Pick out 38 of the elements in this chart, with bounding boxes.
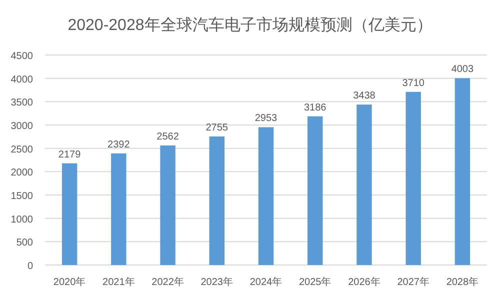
y-tick-label: 3500 [10, 98, 34, 109]
x-tick-label: 2027年 [397, 276, 430, 288]
data-label: 2392 [108, 139, 130, 150]
x-tick-label: 2025年 [298, 276, 332, 288]
y-tick-label: 4000 [10, 74, 34, 86]
data-label: 2755 [206, 122, 228, 134]
data-label: 4003 [451, 64, 474, 76]
bar [258, 127, 274, 265]
data-label: 2562 [156, 131, 180, 142]
bar [62, 163, 78, 265]
bar [111, 153, 126, 265]
x-tick-label: 2026年 [348, 276, 380, 288]
x-tick-label: 2021年 [102, 276, 135, 288]
bar [308, 116, 323, 265]
data-label: 3186 [304, 102, 327, 114]
x-tick-label: 2020年 [53, 276, 86, 288]
y-tick-label: 2500 [10, 144, 34, 156]
y-tick-label: 1000 [10, 214, 34, 226]
bar [160, 145, 176, 265]
chart-title: 2020-2028年全球汽车电子市场规模预测（亿美元） [68, 16, 432, 34]
bar [356, 104, 372, 265]
bar [406, 92, 421, 265]
y-tick-label: 3000 [10, 121, 34, 132]
bar [454, 78, 470, 265]
bar [209, 136, 224, 265]
x-tick-label: 2022年 [152, 276, 184, 288]
y-tick-label: 2000 [10, 168, 34, 179]
data-label: 3438 [353, 90, 376, 102]
y-tick-label: 0 [27, 261, 34, 272]
x-tick-label: 2028年 [446, 276, 479, 288]
x-tick-label: 2023年 [200, 276, 234, 288]
data-label: 2179 [58, 149, 82, 160]
y-tick-label: 4500 [10, 51, 34, 62]
data-label: 2953 [254, 113, 278, 124]
x-tick-label: 2024年 [250, 276, 282, 288]
y-tick-label: 1500 [10, 191, 34, 202]
y-tick-label: 500 [16, 238, 34, 249]
data-label: 3710 [402, 78, 425, 89]
